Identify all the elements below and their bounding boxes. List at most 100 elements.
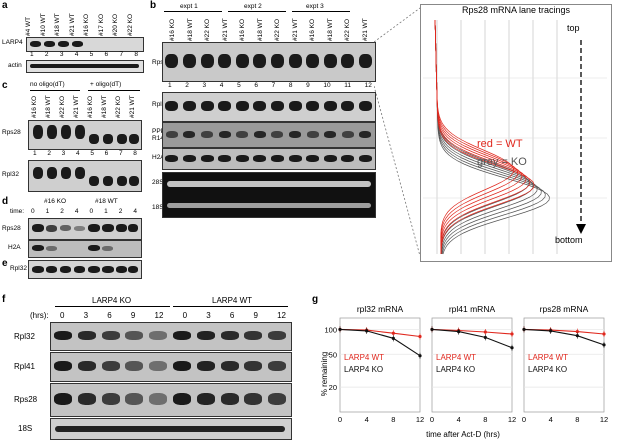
blot-band xyxy=(165,101,179,111)
chart-frame xyxy=(431,317,513,413)
blot-band xyxy=(53,331,72,340)
x-tick-label: 12 xyxy=(416,415,424,424)
legend-ko: LARP4 KO xyxy=(344,365,383,374)
panel-c-letter: c xyxy=(2,80,8,91)
time-point: 4 xyxy=(74,208,79,215)
chart-title: rpl32 mRNA xyxy=(357,304,404,314)
blot-band xyxy=(172,393,191,405)
blot-band xyxy=(172,331,191,340)
x-tick-label: 8 xyxy=(391,415,395,424)
lane-label: #21 WT xyxy=(361,18,369,41)
lane-label: #18 WT xyxy=(256,18,264,41)
panel-f-blot-18s xyxy=(50,418,292,440)
legend-wt: LARP4 WT xyxy=(344,353,384,362)
time-point: 0 xyxy=(60,311,65,320)
lane-number: 7 xyxy=(119,51,124,58)
panel-f-blot-rps28 xyxy=(50,383,292,417)
blot-band xyxy=(288,155,302,162)
time-point: 3 xyxy=(206,311,211,320)
time-point: 1 xyxy=(45,208,50,215)
blot-band xyxy=(268,361,287,371)
time-point: 3 xyxy=(83,311,89,320)
blot-band xyxy=(220,361,239,371)
panel-b-blot-ppp1r14a xyxy=(162,122,376,148)
lane-label: #16 KO xyxy=(86,95,94,118)
panel-b-lane-labels: #16 KO #18 WT #22 KO #21 WT #16 KO #18 WT #22 … xyxy=(164,13,374,41)
blot-band xyxy=(235,54,249,68)
panel-f-row-rps28: Rps28 xyxy=(14,395,38,404)
blot-band xyxy=(341,155,355,162)
blot-band xyxy=(253,155,267,162)
panel-b-blot-rpl32 xyxy=(162,92,376,122)
blot-band xyxy=(236,131,249,138)
panel-b-row-rpl32: Rpl32 xyxy=(152,101,169,108)
lane-label: #18 WT xyxy=(44,95,52,118)
lane-label: #20 KO xyxy=(112,13,120,36)
blot-band xyxy=(323,54,337,68)
panel-a-blot-actin xyxy=(26,60,144,73)
lane-tracing xyxy=(434,20,530,255)
lane-number: 8 xyxy=(288,82,293,89)
panel-d-blot-h2a xyxy=(28,240,142,258)
blot-band xyxy=(289,131,301,138)
blot-band xyxy=(268,331,287,340)
blot-band xyxy=(288,54,302,68)
lane-label: #22 KO xyxy=(204,18,212,41)
panel-d-group-ko: #16 KO xyxy=(44,198,67,205)
blot-band xyxy=(200,54,214,68)
time-point: 1 xyxy=(104,208,108,215)
blot-band xyxy=(358,54,372,68)
panel-b-letter: b xyxy=(150,0,157,11)
panel-c-group-plus-oligo: + oligo(dT) xyxy=(90,81,122,88)
lane-number: 6 xyxy=(104,51,109,58)
time-point: 9 xyxy=(253,311,258,320)
panel-f-blot-rpl41 xyxy=(50,352,292,382)
blot-band xyxy=(149,361,168,371)
tracings-title: Rps28 mRNA lane tracings xyxy=(461,5,571,15)
blot-band xyxy=(196,331,215,340)
lane-label: #21 WT xyxy=(291,18,299,41)
blot-band xyxy=(244,331,263,340)
panel-c-row-rps28: Rps28 xyxy=(2,129,21,136)
legend-ko: LARP4 KO xyxy=(528,365,567,374)
lane-number: 1 xyxy=(33,150,37,157)
blot-band xyxy=(183,131,196,138)
lane-label: #16 KO xyxy=(239,18,247,41)
blot-band xyxy=(235,155,249,162)
lane-number: 12 xyxy=(364,82,372,89)
lane-number: 8 xyxy=(134,51,138,58)
panel-d-group-wt: #18 WT xyxy=(95,198,118,205)
blot-band xyxy=(101,393,120,405)
lane-label: #4 WT xyxy=(25,16,33,36)
lane-number: 8 xyxy=(133,150,137,157)
lane-number: 4 xyxy=(75,150,80,157)
blot-band xyxy=(270,155,284,162)
blot-band xyxy=(165,131,178,138)
blot-band xyxy=(244,361,263,371)
panel-c-lane-labels: #16 KO #18 WT #22 KO #21 WT #16 KO #18 WT #22 … xyxy=(28,92,140,118)
blot-band xyxy=(125,393,144,405)
blot-band xyxy=(149,393,168,405)
x-tick-label: 0 xyxy=(522,415,526,424)
panel-b-group-3: expt 3 xyxy=(306,3,324,10)
panel-f-times: 0 3 6 9 12 0 3 6 9 12 xyxy=(60,312,286,320)
lane-label: #21 WT xyxy=(221,18,229,41)
lane-label: #22 KO xyxy=(274,18,282,41)
blot-band xyxy=(218,101,232,111)
blot-band xyxy=(253,131,266,138)
lane-tracing xyxy=(434,20,535,255)
lane-label: #18 WT xyxy=(100,95,108,118)
blot-band xyxy=(149,331,168,340)
lane-number: 3 xyxy=(59,51,64,58)
chart-title: rpl41 mRNA xyxy=(449,304,496,314)
blot-band xyxy=(125,331,144,340)
panel-a-lane-numbers: 1 2 3 4 5 6 7 8 xyxy=(30,51,138,59)
lane-label: #18 WT xyxy=(186,18,194,41)
blot-band xyxy=(235,101,249,111)
blot-band xyxy=(182,54,196,68)
lane-number: 7 xyxy=(118,150,123,157)
panel-g-charts: rpl32 mRNA 100 50 20 0 4 8 12 LARP4 WT LARP4 KO rp… xyxy=(324,304,608,424)
panel-d-times: 0 1 2 4 0 1 2 4 xyxy=(31,208,137,216)
panel-a-row-actin: actin xyxy=(8,62,22,69)
blot-band xyxy=(341,101,355,111)
